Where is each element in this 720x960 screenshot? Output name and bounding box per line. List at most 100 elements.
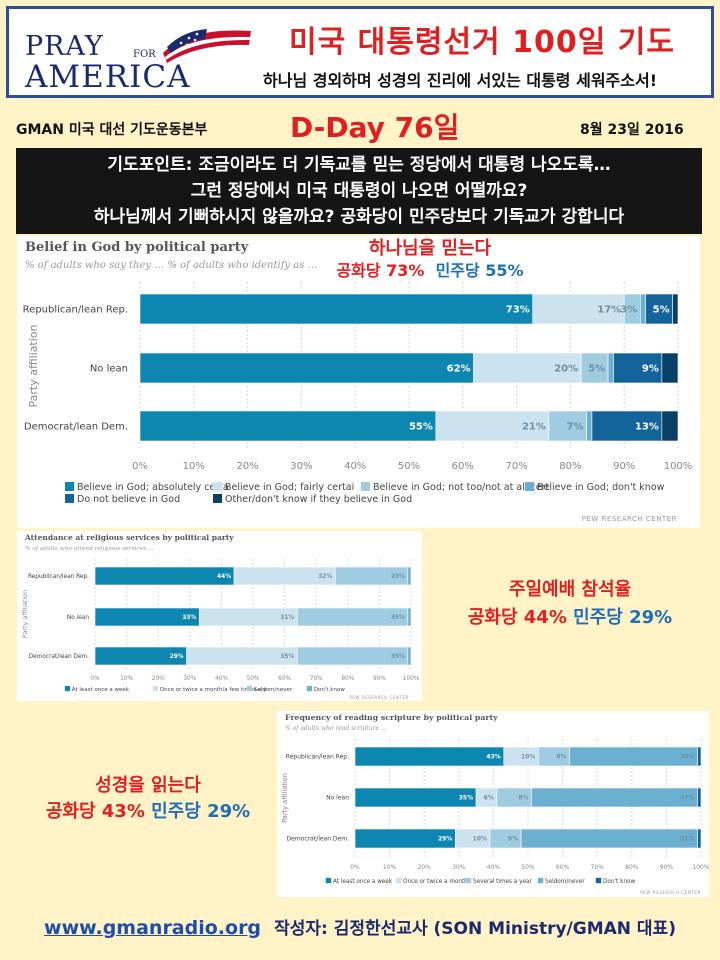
attendance-callout-heading: 주일예배 참석율 — [508, 579, 632, 600]
american-flag-icon — [163, 29, 251, 63]
scripture-x-tick-label: 70% — [591, 864, 605, 871]
scripture-x-tick-label: 50% — [521, 864, 535, 871]
attendance-x-tick-label: 30% — [183, 676, 196, 682]
website-link[interactable]: www.gmanradio.org — [44, 917, 262, 939]
scripture-data-label: 43% — [486, 754, 500, 761]
scripture-bar-segment — [569, 746, 698, 767]
belief-data-label: 7% — [567, 422, 584, 433]
attendance-x-tick-label: 10% — [120, 676, 133, 682]
belief-bar-segment — [672, 293, 679, 325]
scripture-legend-label: Several times a year — [473, 879, 532, 885]
scripture-legend-swatch — [325, 877, 332, 884]
attendance-data-label: 23% — [391, 574, 405, 580]
attendance-chart-subtitle: % of adults who attend religious service… — [25, 546, 154, 552]
attendance-data-label: 33% — [182, 615, 196, 621]
attendance-data-label: 35% — [391, 615, 405, 621]
belief-bar-segment — [586, 410, 593, 442]
attendance-legend-label: Don't know — [314, 687, 346, 693]
prayer-line-1: 기도포인트: 조금이라도 더 기독교를 믿는 정당에서 대통령 나오도록… — [107, 155, 611, 175]
attendance-data-label: 31% — [280, 615, 294, 621]
belief-x-tick-label: 100% — [664, 461, 693, 472]
scripture-x-tick-label: 60% — [556, 864, 570, 871]
scripture-bar-segment — [354, 746, 505, 767]
scripture-legend-swatch — [465, 877, 472, 884]
scripture-data-label: 8% — [518, 795, 528, 802]
belief-source-label: PEW RESEARCH CENTER — [582, 515, 677, 523]
belief-legend-label: Believe in God; fairly certai — [225, 482, 354, 493]
belief-legend-swatch — [65, 482, 74, 491]
attendance-callout: 주일예배 참석율 공화당 44% 민주당 29% — [440, 576, 700, 632]
belief-bar-segment — [473, 352, 582, 384]
scripture-callout-democrat: 민주당 29% — [151, 801, 251, 822]
scripture-data-label: 36% — [680, 754, 694, 761]
scripture-x-tick-label: 100% — [692, 864, 709, 871]
scripture-legend-label: At least once a week — [333, 879, 393, 885]
footer: www.gmanradio.org 작성자: 김정한선교사 (SON Minis… — [0, 914, 720, 939]
belief-legend-swatch — [65, 494, 74, 503]
attendance-chart: Attendance at religious services by poli… — [21, 533, 420, 700]
banner-subtitle: 하나님 경외하며 성경의 진리에 서있는 대통령 세워주소서! — [263, 71, 657, 90]
prayer-line-2: 그런 정당에서 미국 대통령이 나오면 어떨까요? — [190, 181, 528, 201]
belief-bar-segment — [661, 352, 679, 384]
belief-data-label: 73% — [506, 305, 530, 316]
belief-legend-swatch — [213, 482, 222, 491]
attendance-x-tick-label: 80% — [341, 676, 354, 682]
belief-data-label: 9% — [642, 364, 659, 375]
prayer-line-3: 하나님께서 기뻐하시지 않을까요? 공화당이 민주당보다 기독교가 강합니다 — [93, 207, 625, 227]
scripture-category-label: Republican/lean Rep. — [286, 754, 349, 761]
attendance-x-tick-label: 50% — [247, 676, 260, 682]
scripture-data-label: 10% — [473, 836, 487, 843]
scripture-chart: Frequency of reading scripture by politi… — [281, 713, 709, 895]
belief-x-tick-label: 90% — [613, 461, 635, 472]
belief-data-label: 55% — [409, 422, 433, 433]
belief-x-tick-label: 80% — [559, 461, 581, 472]
scripture-data-label: 29% — [438, 836, 452, 843]
belief-callout-heading: 하나님을 믿는다 — [368, 238, 492, 259]
belief-bar-segment — [139, 352, 474, 384]
belief-data-label: 17% — [597, 305, 621, 316]
scripture-data-label: 8% — [556, 754, 566, 761]
attendance-legend-swatch — [64, 685, 71, 692]
belief-x-tick-label: 10% — [183, 461, 205, 472]
scripture-category-label: Democrat/lean Dem. — [287, 836, 350, 843]
attendance-data-label: 32% — [318, 574, 332, 580]
belief-data-label: 3% — [620, 305, 637, 316]
belief-x-tick-label: 60% — [452, 461, 474, 472]
attendance-data-label: 44% — [217, 574, 231, 580]
attendance-x-tick-label: 60% — [278, 676, 291, 682]
header-banner: PRAY FOR AMERICA 미국 대통령선거 100일 기도 하나님 경외… — [6, 6, 714, 98]
scripture-callout: 성경을 읽는다 공화당 43% 민주당 29% — [28, 773, 268, 825]
scripture-category-label: No lean — [326, 795, 349, 802]
belief-in-god-chart-panel: Belief in God by political party % of adu… — [17, 236, 700, 528]
belief-data-label: 13% — [635, 422, 659, 433]
belief-callout-republican: 공화당 73% — [336, 261, 425, 280]
scripture-data-label: 35% — [459, 795, 473, 802]
belief-x-tick-label: 30% — [290, 461, 312, 472]
belief-data-label: 5% — [653, 305, 670, 316]
belief-callout: 하나님을 믿는다 공화당 73% 민주당 55% — [300, 238, 560, 282]
attendance-x-tick-label: 40% — [215, 676, 228, 682]
attendance-legend-label: At least once a week — [72, 687, 130, 693]
belief-bar-segment — [139, 293, 534, 325]
belief-legend-label: Do not believe in God — [77, 494, 180, 505]
attendance-category-label: Democrat/lean Dem. — [29, 654, 89, 660]
belief-bar-segment — [532, 293, 625, 325]
scripture-legend-label: Don't know — [603, 879, 635, 885]
prayer-point-box: 기도포인트: 조금이라도 더 기독교를 믿는 정당에서 대통령 나오도록… 그런… — [16, 148, 702, 234]
attendance-legend-swatch — [246, 685, 253, 692]
attendance-data-label: 35% — [391, 654, 405, 660]
belief-bar-segment — [580, 352, 609, 384]
attendance-data-label: 29% — [170, 654, 184, 660]
attendance-category-label: Republican/lean Rep. — [28, 574, 89, 580]
attendance-chart-panel: Attendance at religious services by poli… — [17, 531, 422, 701]
belief-data-label: 5% — [588, 364, 605, 375]
post-date: 8월 23일 2016 — [580, 122, 684, 138]
scripture-data-label: 10% — [521, 754, 535, 761]
belief-bar-segment — [661, 410, 679, 442]
scripture-chart-title: Frequency of reading scripture by politi… — [285, 713, 498, 722]
attendance-chart-title: Attendance at religious services by poli… — [24, 533, 234, 542]
attendance-x-tick-label: 20% — [152, 676, 165, 682]
belief-in-god-chart: Belief in God by political party % of adu… — [23, 240, 693, 523]
scripture-legend-label: Once or twice a month — [403, 879, 468, 885]
scripture-legend-swatch — [537, 877, 544, 884]
